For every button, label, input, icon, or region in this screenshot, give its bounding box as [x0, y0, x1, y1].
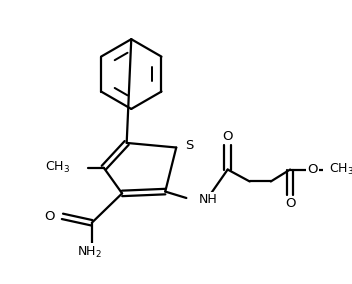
Text: CH$_3$: CH$_3$	[45, 160, 70, 175]
Text: O: O	[285, 197, 295, 210]
Text: O: O	[45, 210, 55, 223]
Text: O: O	[308, 163, 318, 176]
Text: NH: NH	[199, 193, 218, 206]
Text: CH$_3$: CH$_3$	[329, 162, 352, 177]
Text: S: S	[186, 139, 194, 152]
Text: O: O	[222, 130, 233, 143]
Text: NH$_2$: NH$_2$	[77, 245, 102, 260]
